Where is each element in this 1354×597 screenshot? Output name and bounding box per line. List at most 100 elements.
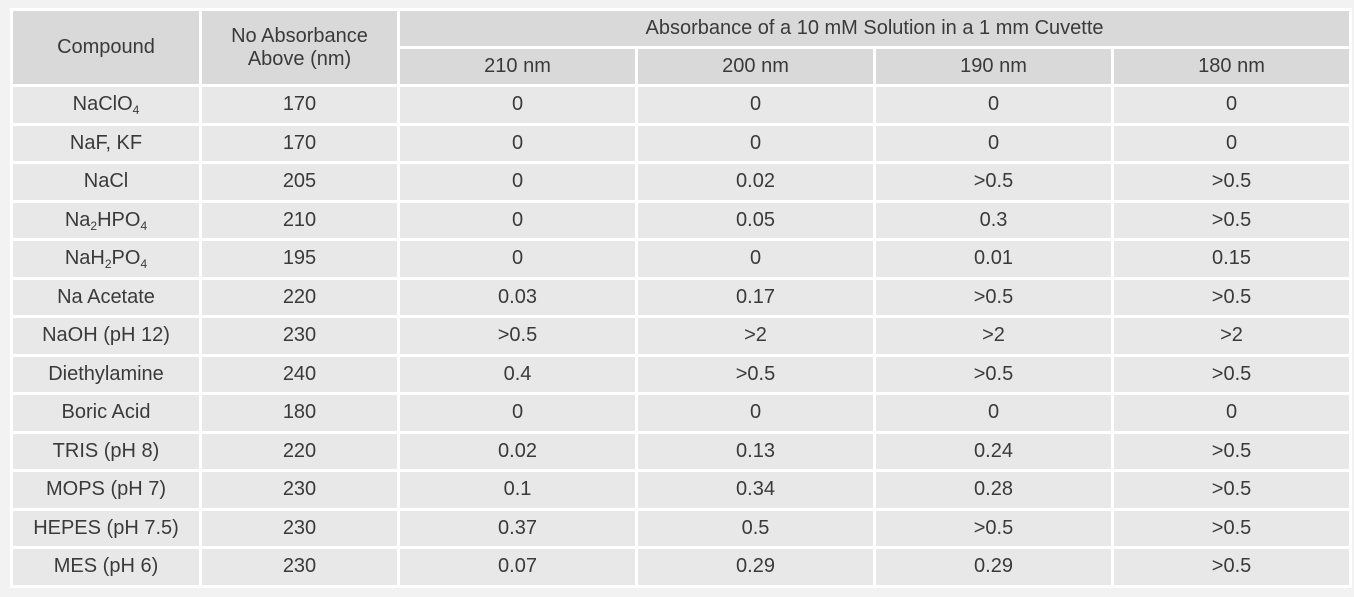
table-cell: 0: [1114, 125, 1350, 161]
table-cell: 0.3: [876, 202, 1111, 238]
formula-part: HEPES (pH 7.5): [33, 516, 179, 539]
table-cell: >0.5: [1114, 549, 1350, 585]
table-cell: 180: [202, 395, 397, 431]
subscript: 4: [140, 218, 148, 233]
table-cell: >0.5: [638, 356, 873, 392]
subscript: 4: [132, 103, 140, 118]
table-row: NaOH (pH 12) 230 >0.5 >2 >2 >2: [13, 318, 1350, 354]
compound-cell: Na2HPO4: [13, 202, 199, 238]
table-cell: 240: [202, 356, 397, 392]
table-cell: 0.07: [400, 549, 635, 585]
formula-part: Na: [64, 208, 91, 231]
formula-part: Boric Acid: [61, 401, 151, 424]
table-row: Diethylamine 240 0.4 >0.5 >0.5 >0.5: [13, 356, 1350, 392]
group-header-cell: Absorbance of a 10 mM Solution in a 1 mm…: [400, 11, 1350, 46]
formula-part: NaH: [64, 247, 105, 270]
header-cell: 210 nm: [400, 49, 635, 84]
table-cell: 0: [1114, 87, 1350, 123]
table-cell: 0.24: [876, 433, 1111, 469]
compound-cell: NaCl: [13, 164, 199, 200]
table-cell: >0.5: [1114, 202, 1350, 238]
formula-part: NaF, KF: [69, 131, 143, 154]
table-cell: 230: [202, 549, 397, 585]
table-row: MOPS (pH 7) 230 0.1 0.34 0.28 >0.5: [13, 472, 1350, 508]
table-cell: 205: [202, 164, 397, 200]
table-cell: 0.15: [1114, 241, 1350, 277]
subscript: 2: [104, 257, 112, 272]
table-cell: 0.37: [400, 510, 635, 546]
table-cell: 210: [202, 202, 397, 238]
subscript: 4: [140, 257, 148, 272]
table-cell: 0: [638, 87, 873, 123]
compound-cell: NaH2PO4: [13, 241, 199, 277]
table-cell: 0: [400, 202, 635, 238]
table-cell: 0: [400, 125, 635, 161]
table-cell: 0: [400, 164, 635, 200]
table-cell: 0.34: [638, 472, 873, 508]
formula-part: NaClO: [72, 93, 133, 116]
table-cell: 0: [876, 395, 1111, 431]
table-cell: 0: [400, 395, 635, 431]
subscript: 2: [90, 218, 98, 233]
table-row: MES (pH 6) 230 0.07 0.29 0.29 >0.5: [13, 549, 1350, 585]
compound-cell: HEPES (pH 7.5): [13, 510, 199, 546]
table-cell: >0.5: [876, 510, 1111, 546]
absorbance-table: Compound No Absorbance Above (nm) Absorb…: [10, 8, 1353, 588]
formula-part: TRIS (pH 8): [52, 439, 160, 462]
table-cell: 0: [638, 241, 873, 277]
table-cell: 0.28: [876, 472, 1111, 508]
table-cell: 0: [638, 395, 873, 431]
compound-cell: MOPS (pH 7): [13, 472, 199, 508]
formula-part: NaCl: [83, 170, 129, 193]
table-cell: 230: [202, 472, 397, 508]
table-cell: 0: [876, 87, 1111, 123]
table-cell: 0: [876, 125, 1111, 161]
table-row: Boric Acid 180 0 0 0 0: [13, 395, 1350, 431]
table-row: NaH2PO4 195 0 0 0.01 0.15: [13, 241, 1350, 277]
table-cell: 0.29: [638, 549, 873, 585]
formula-part: HPO: [97, 208, 141, 231]
header-cell: No Absorbance Above (nm): [202, 11, 397, 84]
table-row: NaClO4 170 0 0 0 0: [13, 87, 1350, 123]
table-cell: >0.5: [1114, 433, 1350, 469]
table-cell: >0.5: [1114, 279, 1350, 315]
table-cell: 0.29: [876, 549, 1111, 585]
table-cell: >0.5: [1114, 472, 1350, 508]
formula-part: NaOH (pH 12): [42, 324, 170, 347]
table-cell: >2: [638, 318, 873, 354]
table-cell: >0.5: [1114, 356, 1350, 392]
compound-cell: MES (pH 6): [13, 549, 199, 585]
table-cell: >0.5: [1114, 164, 1350, 200]
table-cell: 0.05: [638, 202, 873, 238]
table-cell: 195: [202, 241, 397, 277]
table-cell: 0.17: [638, 279, 873, 315]
table-row: Na Acetate 220 0.03 0.17 >0.5 >0.5: [13, 279, 1350, 315]
table-container: Compound No Absorbance Above (nm) Absorb…: [10, 8, 1353, 588]
table-cell: 220: [202, 279, 397, 315]
table-cell: 170: [202, 125, 397, 161]
compound-cell: NaF, KF: [13, 125, 199, 161]
compound-cell: Na Acetate: [13, 279, 199, 315]
table-cell: 0.4: [400, 356, 635, 392]
table-cell: 0: [1114, 395, 1350, 431]
table-cell: >0.5: [1114, 510, 1350, 546]
table-cell: 0.02: [638, 164, 873, 200]
formula-part: MOPS (pH 7): [45, 478, 167, 501]
formula-part: PO: [111, 247, 141, 270]
table-cell: 170: [202, 87, 397, 123]
table-row: TRIS (pH 8) 220 0.02 0.13 0.24 >0.5: [13, 433, 1350, 469]
table-row: NaF, KF 170 0 0 0 0: [13, 125, 1350, 161]
formula-part: Na Acetate: [57, 285, 155, 308]
table-cell: 0.02: [400, 433, 635, 469]
table-cell: 230: [202, 318, 397, 354]
header-row: 210 nm 200 nm 190 nm 180 nm: [13, 49, 1350, 84]
table-cell: >0.5: [876, 356, 1111, 392]
compound-cell: TRIS (pH 8): [13, 433, 199, 469]
compound-cell: Boric Acid: [13, 395, 199, 431]
table-row: HEPES (pH 7.5) 230 0.37 0.5 >0.5 >0.5: [13, 510, 1350, 546]
header-cell: 180 nm: [1114, 49, 1350, 84]
table-cell: 0.13: [638, 433, 873, 469]
table-cell: 0: [638, 125, 873, 161]
table-row: Na2HPO4 210 0 0.05 0.3 >0.5: [13, 202, 1350, 238]
